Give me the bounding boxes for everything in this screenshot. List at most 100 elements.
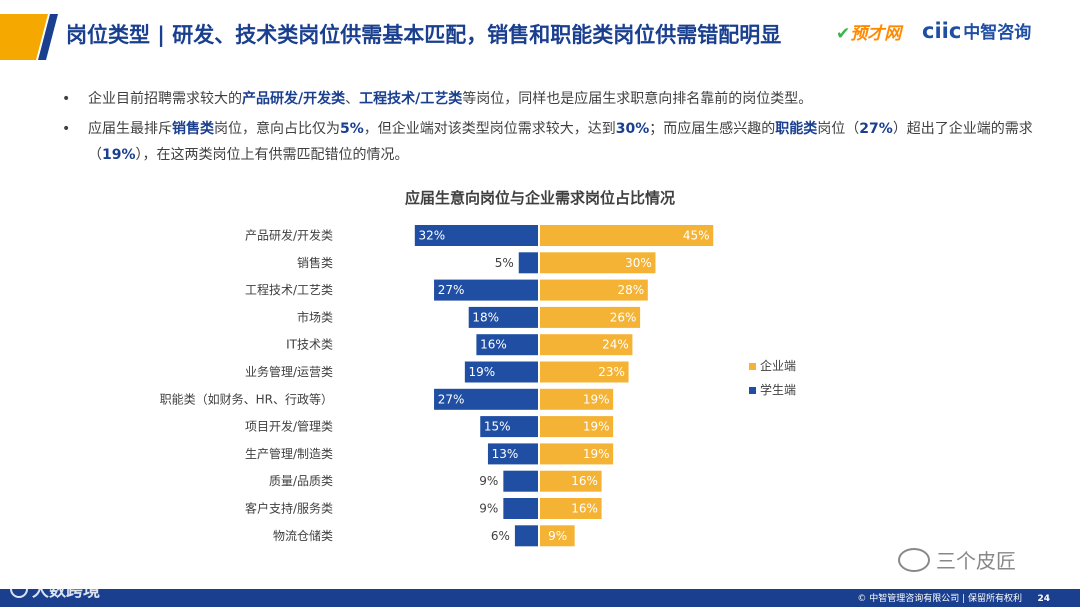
category-label: 工程技术/工艺类 — [245, 282, 333, 297]
company-bar — [540, 306, 641, 328]
bullet-text: ，但企业端对该类型岗位需求较大，达到 — [363, 121, 616, 137]
ciic-logo: ciic 中智咨询 — [922, 19, 1032, 43]
yucai-logo: ✔预才网 — [836, 24, 902, 44]
student-bar — [480, 416, 538, 438]
wechat-icon — [898, 548, 930, 572]
student-bar — [514, 525, 538, 547]
student-bar — [487, 443, 538, 465]
student-value-label: 9% — [479, 502, 498, 516]
bullet-text: 等岗位，同样也是应届生求职意向排名靠前的岗位类型。 — [462, 91, 813, 107]
student-value-label: 9% — [479, 474, 498, 488]
student-value-label: 16% — [480, 338, 507, 352]
highlight-text: 产品研发/开发类 — [242, 91, 346, 107]
highlight-text: 19% — [102, 147, 136, 163]
company-value-label: 9% — [548, 529, 567, 543]
bullet-item: • 企业目前招聘需求较大的产品研发/开发类、工程技术/工艺类等岗位，同样也是应届生… — [62, 86, 1042, 112]
company-value-label: 16% — [571, 474, 598, 488]
company-bar — [540, 361, 629, 383]
footer-bar — [0, 589, 1080, 607]
company-bar — [540, 225, 714, 246]
company-bar — [540, 470, 602, 492]
student-value-label: 13% — [492, 447, 519, 461]
company-bar — [540, 443, 614, 465]
company-bar — [540, 279, 648, 301]
header-accent-bar — [0, 14, 58, 60]
bullet-text: ；而应届生感兴趣的 — [649, 121, 776, 137]
student-bar — [503, 498, 538, 519]
checkmark-icon: ✔ — [836, 24, 851, 44]
student-bar — [468, 306, 538, 328]
sangepijiang-watermark: 三个皮匠 — [898, 545, 1016, 574]
student-bar — [518, 252, 538, 274]
company-value-label: 16% — [571, 502, 598, 516]
student-bar — [414, 225, 538, 246]
highlight-text: 5% — [340, 121, 364, 137]
student-bar — [503, 470, 538, 492]
student-bar — [434, 279, 538, 301]
student-value-label: 27% — [438, 283, 465, 297]
student-bar — [434, 388, 538, 410]
category-label: 产品研发/开发类 — [245, 228, 333, 243]
bullet-dot-icon: • — [62, 121, 71, 137]
highlight-text: 30% — [615, 121, 650, 137]
legend-label: 企业端 — [760, 358, 796, 373]
company-value-label: 28% — [617, 283, 644, 297]
category-label: 客户支持/服务类 — [245, 501, 333, 516]
highlight-text: 职能类 — [775, 121, 818, 137]
bullet-text: 企业目前招聘需求较大的 — [88, 91, 242, 107]
category-label: 职能类（如财务、HR、行政等） — [160, 391, 333, 406]
bullet-text: 应届生最排斥 — [88, 121, 172, 137]
student-value-label: 5% — [495, 256, 514, 270]
page-title: 岗位类型 | 研发、技术类岗位供需基本匹配，销售和职能类岗位供需错配明显 — [66, 23, 782, 47]
bullet-item: • 应届生最排斥销售类岗位，意向占比仅为5%，但企业端对该类型岗位需求较大，达到3… — [62, 116, 1042, 168]
student-value-label: 19% — [469, 365, 496, 379]
page-number: 24 — [1037, 594, 1050, 604]
company-value-label: 19% — [583, 420, 610, 434]
highlight-text: 销售类 — [172, 121, 214, 137]
bullet-text: 、 — [345, 91, 360, 107]
company-bar — [540, 252, 656, 274]
student-bar — [476, 334, 538, 356]
company-value-label: 23% — [598, 365, 625, 379]
category-label: 项目开发/管理类 — [245, 419, 333, 434]
student-value-label: 15% — [484, 420, 511, 434]
student-bar — [464, 361, 538, 383]
butterfly-bar-chart: 产品研发/开发类 32% 45% 销售类 5% 30% 工程技术/工艺类 27% 28% 市场类 1… — [160, 225, 796, 547]
student-value-label: 27% — [438, 392, 465, 406]
category-label: 物流仓储类 — [273, 528, 333, 543]
legend-swatch — [749, 387, 756, 394]
category-label: 生产管理/制造类 — [245, 446, 333, 461]
company-value-label: 19% — [583, 392, 610, 406]
company-value-label: 30% — [625, 256, 652, 270]
company-bar — [540, 416, 614, 438]
category-label: 销售类 — [297, 255, 333, 270]
company-value-label: 45% — [683, 229, 710, 243]
bullet-list: • 企业目前招聘需求较大的产品研发/开发类、工程技术/工艺类等岗位，同样也是应届生… — [62, 86, 1042, 172]
category-label: IT技术类 — [286, 338, 333, 352]
student-value-label: 32% — [418, 229, 445, 243]
copyright-text: © 中智管理咨询有限公司 | 保留所有权利 — [857, 594, 1022, 604]
bullet-text: 岗位（ — [817, 121, 860, 137]
bullet-text: ），在这两类岗位上有供需匹配错位的情况。 — [135, 147, 409, 163]
legend-label: 学生端 — [760, 382, 796, 397]
legend-swatch — [749, 363, 756, 370]
company-bar — [540, 388, 614, 410]
chart-title: 应届生意向岗位与企业需求岗位占比情况 — [404, 189, 675, 207]
company-value-label: 24% — [602, 338, 629, 352]
highlight-text: 27% — [859, 121, 893, 137]
category-label: 业务管理/运营类 — [245, 364, 333, 379]
company-bar — [540, 334, 633, 356]
dashu-watermark: 大数跨境 — [10, 576, 100, 601]
bullet-text: 岗位，意向占比仅为 — [214, 121, 340, 137]
highlight-text: 工程技术/工艺类 — [359, 91, 463, 107]
category-label: 市场类 — [297, 309, 333, 324]
company-bar — [540, 498, 602, 519]
student-value-label: 18% — [472, 310, 499, 324]
dashu-logo-icon — [10, 580, 28, 598]
company-value-label: 26% — [610, 310, 637, 324]
category-label: 质量/品质类 — [269, 474, 333, 488]
company-value-label: 19% — [583, 447, 610, 461]
company-bar — [540, 525, 575, 547]
bullet-text: ）超出了企业端的需求（ — [88, 121, 1033, 163]
student-value-label: 6% — [491, 529, 510, 543]
